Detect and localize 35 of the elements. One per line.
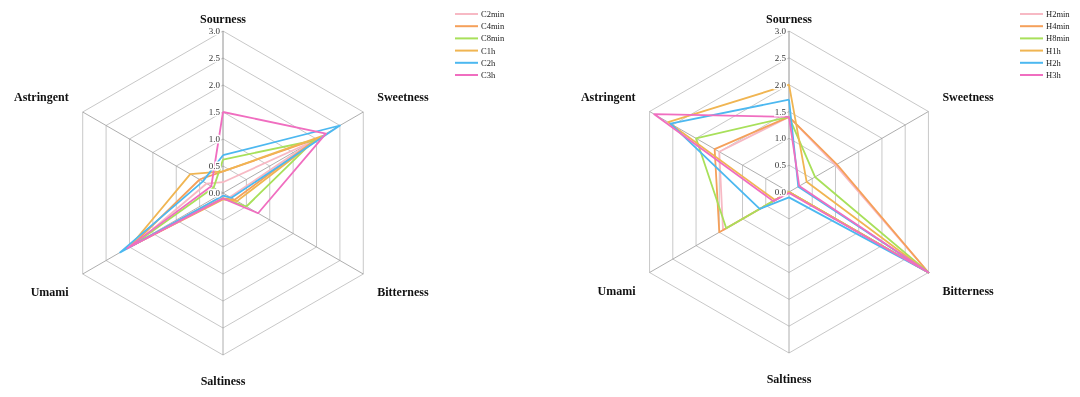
spoke-label: Umami — [597, 283, 637, 298]
legend-label: C3h — [481, 70, 496, 80]
y-tick-label: 1.0 — [774, 133, 787, 144]
legend-label: C2h — [481, 57, 496, 68]
spoke-label: Sweetness — [942, 89, 995, 104]
spoke-label: Umami — [30, 285, 70, 299]
legend-label: C4min — [481, 21, 505, 32]
spoke-label: Saltiness — [200, 374, 246, 388]
y-tick-label: 0.5 — [774, 160, 787, 171]
y-tick-label: 2.5 — [774, 52, 787, 63]
spoke-label: Sweetness — [377, 90, 429, 104]
spoke-label: Astringent — [580, 89, 636, 104]
legend-label: H3h — [1046, 70, 1062, 80]
legend-label: H4min — [1046, 21, 1071, 32]
legend-label: C2min — [481, 9, 505, 19]
spoke-label: Astringent — [14, 90, 69, 104]
y-tick-label: 1.5 — [208, 107, 221, 117]
y-tick-label: 3.0 — [774, 26, 787, 36]
spoke-label: Bitterness — [942, 283, 995, 298]
legend-label: H8min — [1046, 33, 1071, 44]
y-tick-label: 3.0 — [208, 26, 221, 36]
y-tick-label: 2.5 — [208, 53, 221, 63]
y-tick-label: 0.0 — [774, 187, 787, 197]
legend-label: C1h — [481, 45, 496, 56]
spoke-label: Saltiness — [766, 372, 812, 386]
spoke-label: Sourness — [765, 12, 813, 26]
spoke-label: Bitterness — [377, 285, 429, 299]
y-tick-label: 0.0 — [208, 188, 221, 198]
legend-label: H1h — [1046, 45, 1062, 56]
y-tick-label: 1.5 — [774, 106, 787, 117]
y-tick-label: 2.0 — [208, 80, 221, 90]
legend-label: H2h — [1046, 57, 1062, 68]
legend-label: H2min — [1046, 9, 1071, 19]
legend-label: C8min — [481, 33, 505, 44]
spoke-label: Sourness — [199, 12, 247, 26]
